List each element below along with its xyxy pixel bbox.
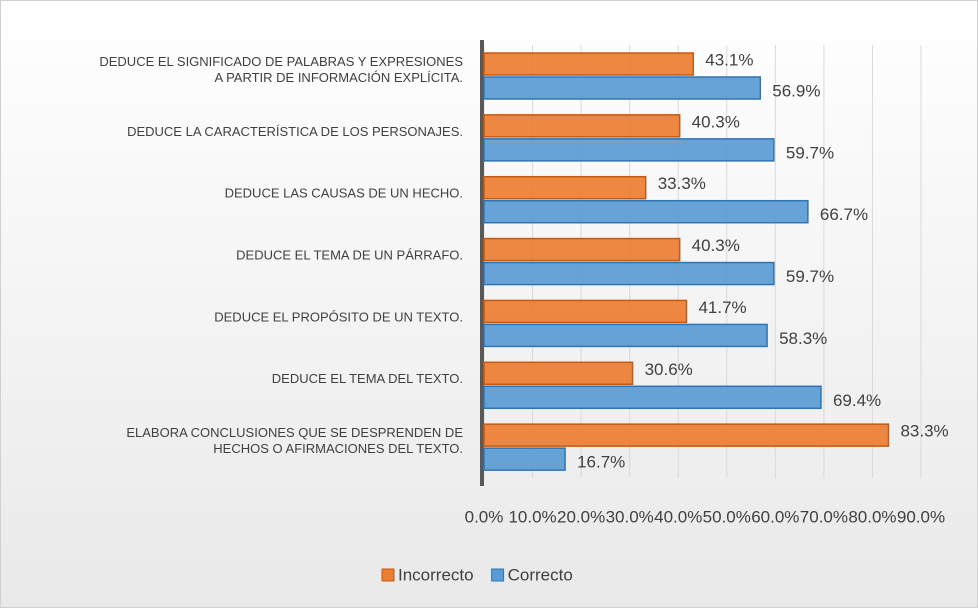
value-label: 59.7% bbox=[786, 143, 834, 162]
legend-swatch bbox=[381, 568, 395, 582]
value-label: 43.1% bbox=[705, 50, 753, 69]
bar bbox=[483, 423, 890, 447]
bar bbox=[483, 385, 822, 410]
bar bbox=[483, 237, 681, 262]
bar bbox=[483, 114, 681, 138]
value-label: 69.4% bbox=[833, 391, 881, 410]
value-label: 66.7% bbox=[820, 205, 868, 224]
bar bbox=[483, 52, 695, 76]
value-label: 59.7% bbox=[786, 267, 834, 286]
bar bbox=[483, 199, 809, 224]
bar bbox=[483, 175, 647, 200]
bar bbox=[483, 76, 762, 100]
x-tick-label: 20.0% bbox=[557, 507, 605, 526]
bar bbox=[483, 299, 688, 324]
bar bbox=[483, 323, 768, 348]
x-tick-label: 50.0% bbox=[703, 507, 751, 526]
x-tick-label: 80.0% bbox=[848, 507, 896, 526]
y-tick-label: DEDUCE LA CARACTERÍSTICA DE LOS PERSONAJ… bbox=[127, 124, 463, 139]
x-tick-label: 60.0% bbox=[751, 507, 799, 526]
value-label: 58.3% bbox=[779, 329, 827, 348]
value-label: 30.6% bbox=[645, 360, 693, 379]
value-label: 83.3% bbox=[900, 422, 948, 441]
value-label: 33.3% bbox=[658, 174, 706, 193]
y-tick-label: DEDUCE LAS CAUSAS DE UN HECHO. bbox=[225, 186, 463, 201]
y-tick-label: ELABORA CONCLUSIONES QUE SE DESPRENDEN D… bbox=[126, 426, 463, 457]
y-tick-label: DEDUCE EL TEMA DE UN PÁRRAFO. bbox=[236, 248, 463, 263]
value-label: 40.3% bbox=[692, 236, 740, 255]
value-label: 40.3% bbox=[692, 112, 740, 131]
legend-label: Correcto bbox=[508, 565, 573, 584]
legend-label: Incorrecto bbox=[398, 565, 474, 584]
value-label: 41.7% bbox=[698, 298, 746, 317]
bar bbox=[483, 138, 775, 162]
y-tick-label: DEDUCE EL SIGNIFICADO DE PALABRAS Y EXPR… bbox=[99, 54, 463, 85]
value-label: 56.9% bbox=[772, 81, 820, 100]
value-label: 16.7% bbox=[577, 453, 625, 472]
bar bbox=[483, 447, 566, 471]
bar bbox=[483, 361, 634, 386]
x-tick-label: 70.0% bbox=[800, 507, 848, 526]
x-tick-label: 0.0% bbox=[465, 507, 504, 526]
legend-swatch bbox=[491, 568, 505, 582]
x-tick-label: 10.0% bbox=[508, 507, 556, 526]
y-tick-label: DEDUCE EL PROPÓSITO DE UN TEXTO. bbox=[214, 310, 463, 325]
x-tick-label: 90.0% bbox=[897, 507, 945, 526]
x-tick-label: 40.0% bbox=[654, 507, 702, 526]
y-tick-label: DEDUCE EL TEMA DEL TEXTO. bbox=[272, 372, 463, 387]
bar bbox=[483, 261, 775, 286]
x-tick-label: 30.0% bbox=[606, 507, 654, 526]
